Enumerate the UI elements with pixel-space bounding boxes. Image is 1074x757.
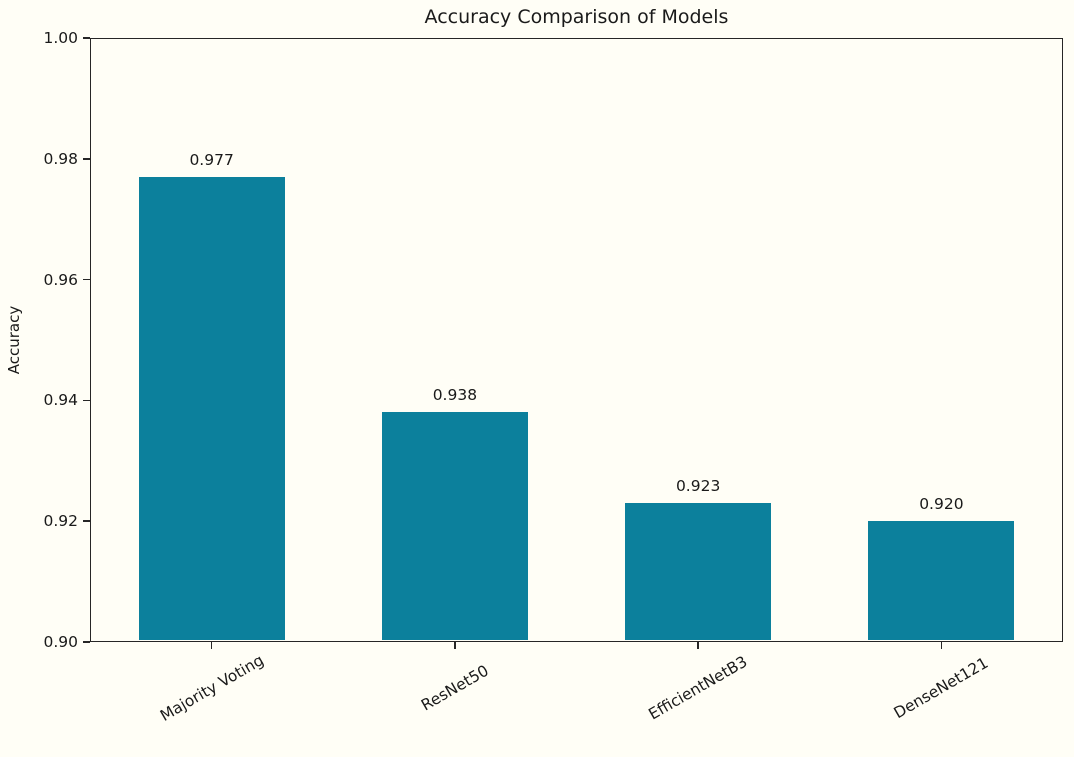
y-tick-mark xyxy=(83,520,90,522)
x-tick-label: DenseNet121 xyxy=(891,653,992,723)
x-tick-label: EfficientNetB3 xyxy=(645,652,751,724)
y-tick-mark xyxy=(83,399,90,402)
bar-value-label: 0.977 xyxy=(189,150,234,169)
bar-value-label: 0.938 xyxy=(432,386,478,405)
y-tick-mark xyxy=(83,37,90,39)
x-tick-label: Majority Voting xyxy=(156,651,267,725)
bar-densenet121 xyxy=(868,521,1015,641)
x-tick-mark xyxy=(454,642,456,649)
bar-value-label: 0.920 xyxy=(919,495,964,514)
y-tick-mark xyxy=(83,158,90,160)
bar-value-label: 0.923 xyxy=(675,477,721,496)
y-tick-label: 0.96 xyxy=(43,270,78,289)
plot-area xyxy=(90,38,1063,642)
y-tick-label: 0.92 xyxy=(43,512,78,531)
y-tick-mark xyxy=(83,641,90,643)
bar-majority-voting xyxy=(138,176,285,641)
x-tick-mark xyxy=(697,642,699,649)
y-axis-label: Accuracy xyxy=(5,305,23,375)
x-tick-label: ResNet50 xyxy=(418,661,492,715)
y-tick-label: 0.94 xyxy=(43,391,78,410)
x-tick-mark xyxy=(210,642,213,649)
y-tick-label: 0.98 xyxy=(43,149,78,168)
y-tick-label: 0.90 xyxy=(43,633,78,651)
y-tick-label: 1.00 xyxy=(43,29,78,47)
y-tick-mark xyxy=(83,278,90,281)
bar-resnet50 xyxy=(381,412,528,641)
bar-efficientnetb3 xyxy=(625,503,772,641)
x-tick-mark xyxy=(940,642,943,649)
chart-title: Accuracy Comparison of Models xyxy=(424,6,729,28)
